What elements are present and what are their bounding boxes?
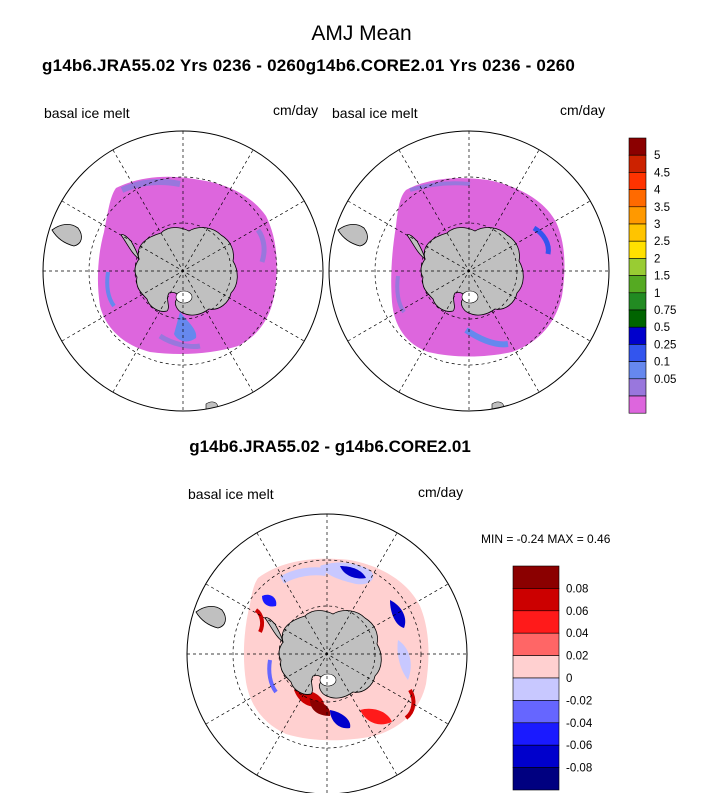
difference-colorbar: 0.08 0.06 0.04 0.02 0 -0.02 -0.04 -0.06 -0.08 <box>512 565 593 791</box>
right-units-label: cm/day <box>560 102 606 118</box>
diff-colorbar-label: 0.04 <box>566 628 589 640</box>
left-units-label: cm/day <box>273 102 319 118</box>
diff-variable-label: basal ice melt <box>188 486 274 502</box>
run-titles: g14b6.JRA55.02 Yrs 0236 - 0260g14b6.CORE… <box>42 56 576 75</box>
diff-colorbar-swatch <box>512 767 560 791</box>
figure-title: AMJ Mean <box>311 22 412 45</box>
diff-colorbar-label: 0.06 <box>566 606 588 618</box>
main-colorbar-swatch <box>628 189 647 208</box>
diff-colorbar-swatch <box>512 744 560 768</box>
main-colorbar-swatch <box>628 223 647 242</box>
main-colorbar-swatch <box>628 258 647 276</box>
main-colorbar-swatch <box>628 326 647 345</box>
diff-colorbar-label: -0.02 <box>566 695 592 707</box>
main-colorbar-label: 0.05 <box>654 374 676 386</box>
diff-colorbar-label: 0.02 <box>566 651 588 663</box>
left-variable-label: basal ice melt <box>44 105 130 121</box>
main-colorbar-label: 5 <box>654 150 660 162</box>
main-colorbar-label: 3.5 <box>654 202 670 214</box>
main-colorbar-label: 3 <box>654 219 660 231</box>
diff-units-label: cm/day <box>418 484 464 500</box>
main-colorbar-swatch <box>628 240 647 259</box>
main-colorbar-swatch <box>628 275 647 294</box>
difference-polar-map <box>186 513 468 793</box>
main-colorbar-label: 4 <box>654 185 661 197</box>
min-max-stats: MIN = -0.24 MAX = 0.46 <box>481 532 611 546</box>
main-colorbar-swatch <box>628 361 647 380</box>
main-colorbar-label: 2.5 <box>654 236 670 248</box>
diff-colorbar-swatch <box>512 700 560 724</box>
main-colorbar-swatch <box>628 172 647 190</box>
diff-colorbar-swatch <box>512 632 560 656</box>
main-colorbar-swatch <box>628 206 647 225</box>
diff-colorbar-swatch <box>512 588 560 612</box>
main-colorbar-swatch <box>628 344 647 362</box>
left-polar-map <box>42 130 324 412</box>
main-colorbar-swatch <box>628 137 647 156</box>
main-colorbar-swatch <box>628 292 647 311</box>
main-colorbar-label: 0.75 <box>654 305 676 317</box>
main-colorbar-label: 0.1 <box>654 357 670 369</box>
diff-colorbar-label: -0.08 <box>566 763 592 775</box>
main-colorbar-swatch <box>628 378 647 397</box>
main-colorbar-label: 1 <box>654 288 660 300</box>
main-colorbar-swatch <box>628 309 647 328</box>
right-polar-map <box>328 130 610 412</box>
main-colorbar-swatch <box>628 154 647 173</box>
main-colorbar: 5 4.5 4 3.5 3 2.5 2 1.5 1 0.75 0.5 0.25 0.1 0.05 <box>628 137 676 414</box>
diff-colorbar-swatch <box>512 677 560 701</box>
diff-colorbar-swatch <box>512 610 560 634</box>
diff-colorbar-label: 0.08 <box>566 583 588 595</box>
diff-colorbar-swatch <box>512 722 560 746</box>
diff-colorbar-label: -0.04 <box>566 718 593 730</box>
main-colorbar-label: 2 <box>654 253 660 265</box>
main-colorbar-swatch <box>628 395 647 414</box>
main-colorbar-label: 0.25 <box>654 339 676 351</box>
diff-colorbar-label: -0.06 <box>566 740 592 752</box>
diff-colorbar-swatch <box>512 565 560 589</box>
main-colorbar-label: 4.5 <box>654 167 670 179</box>
difference-title: g14b6.JRA55.02 - g14b6.CORE2.01 <box>189 437 471 456</box>
main-colorbar-label: 1.5 <box>654 271 670 283</box>
main-colorbar-label: 0.5 <box>654 322 670 334</box>
diff-colorbar-label: 0 <box>566 673 572 685</box>
right-variable-label: basal ice melt <box>332 105 418 121</box>
diff-colorbar-swatch <box>512 655 560 679</box>
